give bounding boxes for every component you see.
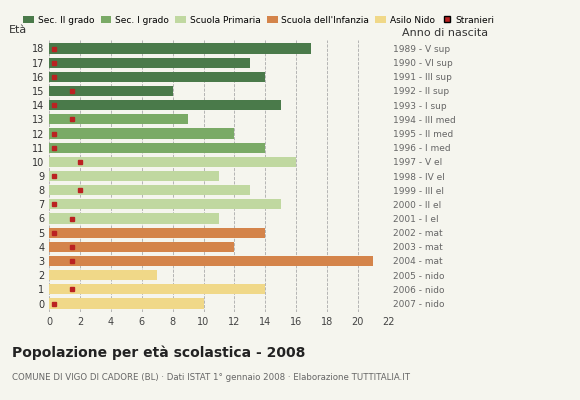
Bar [49, 284, 265, 294]
Bar [49, 242, 234, 252]
Bar [49, 171, 219, 181]
Bar [49, 228, 265, 238]
Text: Età: Età [9, 24, 27, 34]
Text: Popolazione per età scolastica - 2008: Popolazione per età scolastica - 2008 [12, 346, 305, 360]
Bar [49, 185, 250, 195]
Bar [49, 199, 281, 210]
Bar [49, 44, 311, 54]
Bar [49, 86, 173, 96]
Legend: Sec. II grado, Sec. I grado, Scuola Primaria, Scuola dell'Infanzia, Asilo Nido, : Sec. II grado, Sec. I grado, Scuola Prim… [23, 16, 495, 25]
Bar [49, 58, 250, 68]
Bar [49, 128, 234, 139]
Bar [49, 270, 157, 280]
Text: Anno di nascita: Anno di nascita [402, 28, 488, 38]
Text: COMUNE DI VIGO DI CADORE (BL) · Dati ISTAT 1° gennaio 2008 · Elaborazione TUTTIT: COMUNE DI VIGO DI CADORE (BL) · Dati IST… [12, 373, 409, 382]
Bar [49, 256, 373, 266]
Bar [49, 100, 281, 110]
Bar [49, 157, 296, 167]
Bar [49, 72, 265, 82]
Bar [49, 114, 188, 124]
Bar [49, 142, 265, 153]
Bar [49, 214, 219, 224]
Bar [49, 298, 204, 309]
